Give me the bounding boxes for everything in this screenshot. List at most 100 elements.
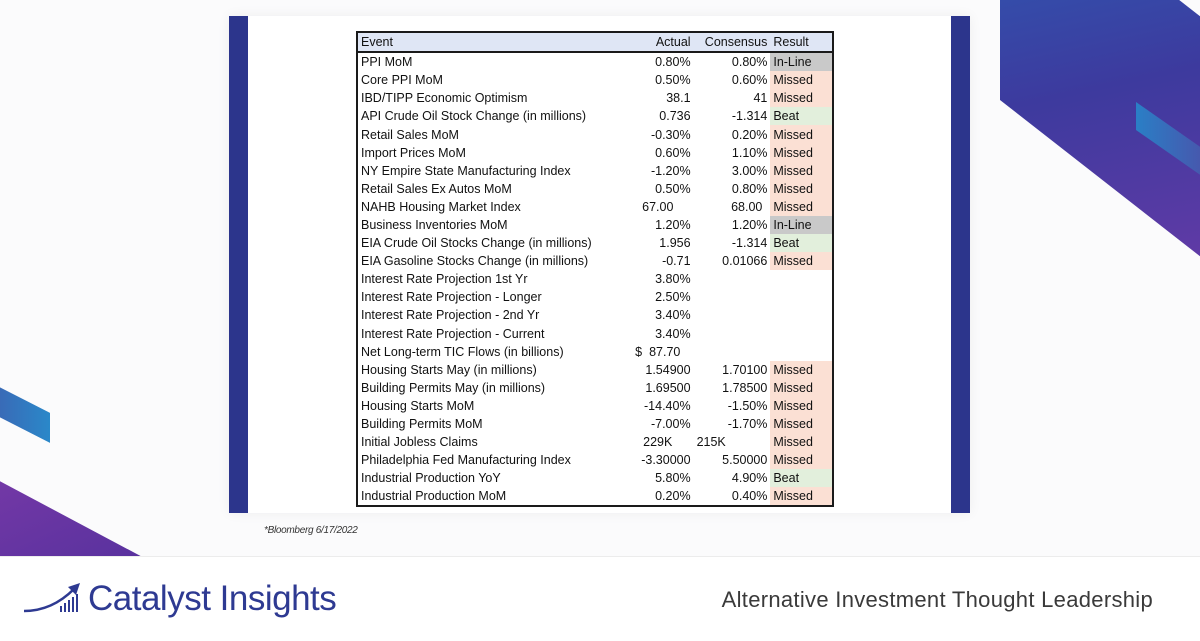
table-row: Retail Sales Ex Autos MoM 0.50% 0.80% Misse… — [357, 179, 833, 198]
event-cell: Industrial Production YoY — [361, 471, 501, 486]
result-cell: Missed — [770, 71, 833, 90]
event-cell: Building Permits MoM — [361, 417, 483, 432]
table-header-row: Event Actual Consensus Result — [357, 32, 833, 54]
result-cell: Missed — [770, 378, 833, 397]
result-cell: In-Line — [770, 215, 833, 235]
result-cell — [770, 325, 833, 343]
event-cell: Interest Rate Projection - 2nd Yr — [361, 308, 540, 323]
consensus-cell: 0.40% — [731, 489, 768, 504]
result-cell: In-Line — [770, 52, 833, 72]
actual-cell: 3.80% — [655, 272, 691, 287]
consensus-cell: -1.70% — [727, 417, 768, 432]
result-cell: Missed — [770, 414, 833, 434]
table-body: PPI MoM 0.80% 0.80% In-Line Core PPI MoM 0.50… — [357, 52, 833, 507]
actual-cell: 1.69500 — [645, 380, 691, 395]
result-cell: Missed — [770, 252, 833, 271]
tagline: Alternative Investment Thought Leadershi… — [721, 587, 1153, 612]
event-cell: EIA Gasoline Stocks Change (in millions) — [361, 254, 589, 269]
table-row: IBD/TIPP Economic Optimism 38.1 41 Missed — [357, 89, 833, 108]
table-row: Business Inventories MoM 1.20% 1.20% In-Lin… — [357, 215, 833, 235]
actual-cell: 229K — [643, 435, 673, 450]
event-cell: Retail Sales MoM — [361, 127, 459, 142]
consensus-cell: 0.80% — [731, 181, 768, 196]
result-cell: Missed — [770, 396, 833, 415]
consensus-cell: 1.20% — [731, 217, 768, 232]
event-cell: EIA Crude Oil Stocks Change (in millions… — [361, 236, 592, 251]
source-footnote: *Bloomberg 6/17/2022 — [264, 525, 358, 536]
actual-cell: 0.50% — [655, 181, 691, 196]
table-row: Initial Jobless Claims 229K 215K Missed — [357, 433, 833, 452]
consensus-cell — [694, 343, 771, 361]
table-row: EIA Crude Oil Stocks Change (in millions… — [357, 234, 833, 253]
table-row: Industrial Production MoM 0.20% 0.40% Misse… — [357, 487, 833, 507]
consensus-cell: 0.80% — [731, 55, 768, 70]
actual-cell: 1.956 — [659, 236, 691, 251]
consensus-cell: 4.90% — [731, 471, 768, 486]
event-cell: Interest Rate Projection - Current — [361, 326, 545, 341]
consensus-cell: 68.00 — [731, 199, 763, 214]
actual-cell: 67.00 — [642, 199, 674, 214]
result-cell: Missed — [770, 143, 833, 162]
result-cell: Missed — [770, 360, 833, 379]
event-cell: Interest Rate Projection 1st Yr — [361, 272, 528, 287]
consensus-cell: 0.01066 — [722, 254, 768, 269]
result-cell: Missed — [770, 197, 833, 216]
table-row: EIA Gasoline Stocks Change (in millions)… — [357, 252, 833, 271]
consensus-cell: -1.314 — [731, 109, 768, 124]
consensus-cell: 1.10% — [731, 145, 768, 160]
actual-cell: 0.20% — [655, 489, 691, 504]
result-cell: Missed — [770, 161, 833, 180]
event-cell: NY Empire State Manufacturing Index — [361, 163, 571, 178]
event-cell: Philadelphia Fed Manufacturing Index — [361, 453, 571, 468]
consensus-cell: -1.50% — [727, 398, 768, 413]
table-row: Industrial Production YoY 5.80% 4.90% Beat — [357, 469, 833, 488]
event-cell: Housing Starts May (in millions) — [361, 362, 537, 377]
event-cell: IBD/TIPP Economic Optimism — [361, 91, 528, 106]
decorative-stripe-left — [0, 377, 50, 443]
table-row: Interest Rate Projection - 2nd Yr 3.40% — [357, 306, 833, 324]
economic-events-table: Event Actual Consensus Result PPI MoM 0.8… — [356, 31, 834, 508]
event-cell: API Crude Oil Stock Change (in millions) — [361, 109, 587, 124]
actual-cell: -0.71 — [662, 254, 691, 269]
consensus-cell — [694, 325, 771, 343]
result-cell — [770, 288, 833, 306]
table-row: Retail Sales MoM -0.30% 0.20% Missed — [357, 125, 833, 144]
result-cell — [770, 343, 833, 361]
table-row: Import Prices MoM 0.60% 1.10% Missed — [357, 143, 833, 162]
table-row: Philadelphia Fed Manufacturing Index -3.3… — [357, 451, 833, 470]
consensus-cell: 1.70100 — [722, 362, 768, 377]
actual-cell: 5.80% — [655, 471, 691, 486]
consensus-cell: 1.78500 — [722, 380, 768, 395]
table-row: Interest Rate Projection - Longer 2.50% — [357, 288, 833, 306]
footer: Catalyst Insights Alternative Investment… — [0, 556, 1200, 641]
table-row: Building Permits May (in millions) 1.6950… — [357, 378, 833, 397]
actual-cell: $ 87.70 — [635, 344, 681, 359]
consensus-cell: 5.50000 — [722, 453, 768, 468]
actual-cell: 2.50% — [655, 290, 691, 305]
catalyst-insights-logo[interactable]: Catalyst Insights — [22, 579, 337, 619]
table-row: NAHB Housing Market Index 67.00 68.00 Misse… — [357, 197, 833, 216]
actual-cell: 0.80% — [655, 55, 691, 70]
consensus-cell — [694, 306, 771, 324]
hero-background: Event Actual Consensus Result PPI MoM 0.8… — [0, 0, 1200, 556]
event-cell: Initial Jobless Claims — [361, 435, 478, 450]
table-row: Core PPI MoM 0.50% 0.60% Missed — [357, 71, 833, 90]
actual-cell: -3.30000 — [641, 453, 691, 468]
actual-cell: -1.20% — [650, 163, 691, 178]
table-row: API Crude Oil Stock Change (in millions)… — [357, 107, 833, 126]
header-consensus: Consensus — [693, 32, 771, 54]
event-cell: Import Prices MoM — [361, 145, 466, 160]
table-row: Interest Rate Projection - Current 3.40% — [357, 325, 833, 343]
actual-cell: -0.30% — [650, 127, 691, 142]
consensus-cell — [694, 288, 771, 306]
data-table-card: Event Actual Consensus Result PPI MoM 0.8… — [229, 16, 970, 513]
table-row: PPI MoM 0.80% 0.80% In-Line — [357, 52, 833, 72]
consensus-cell: 3.00% — [731, 163, 768, 178]
consensus-cell: 0.20% — [731, 127, 768, 142]
result-cell: Beat — [770, 234, 833, 253]
rising-chart-arrow-icon — [23, 583, 80, 613]
result-cell — [770, 306, 833, 324]
event-cell: Interest Rate Projection - Longer — [361, 290, 542, 305]
result-cell: Missed — [770, 487, 833, 507]
logo-text: Catalyst Insights — [88, 579, 337, 618]
